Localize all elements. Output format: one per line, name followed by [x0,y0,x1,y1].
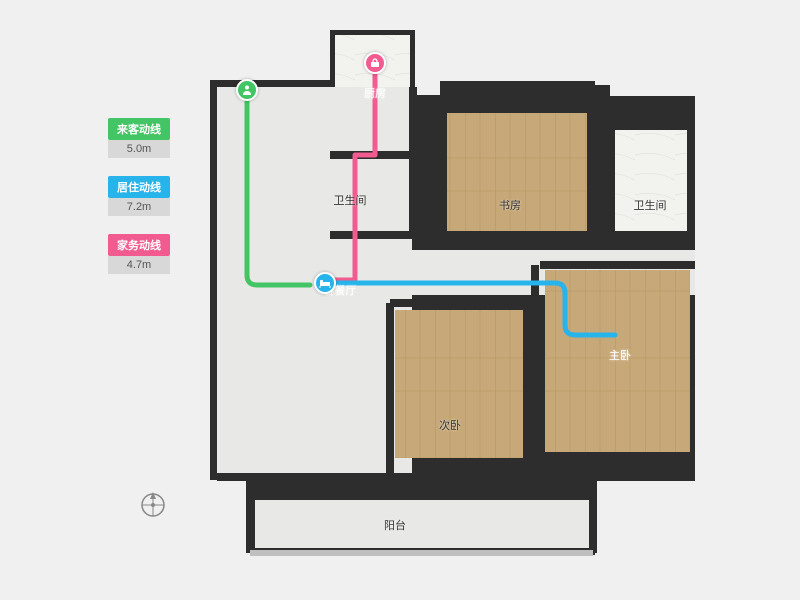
legend-label: 来客动线 [108,118,170,140]
floor-plan: 厨房 卫生间 书房 卫生间 客餐厅 主卧 次卧 阳台 [195,25,750,580]
label-study: 书房 [499,197,521,213]
legend-item-guest: 来客动线 5.0m [108,118,170,158]
legend-value: 7.2m [108,198,170,216]
legend-item-living: 居住动线 7.2m [108,176,170,216]
legend-item-chore: 家务动线 4.7m [108,234,170,274]
room-study [447,113,587,235]
label-kitchen: 厨房 [364,85,386,101]
badge-guest [236,79,258,101]
label-master: 主卧 [609,347,631,363]
room-balcony [255,500,590,548]
legend-label: 居住动线 [108,176,170,198]
badge-living [314,272,336,294]
room-second [395,310,523,458]
legend-value: 4.7m [108,256,170,274]
room-bath2 [615,130,687,232]
compass-icon [138,490,168,520]
legend-value: 5.0m [108,140,170,158]
pot-icon [369,57,381,69]
legend: 来客动线 5.0m 居住动线 7.2m 家务动线 4.7m [108,118,170,292]
label-bath1: 卫生间 [334,192,367,208]
label-second: 次卧 [439,417,461,433]
person-icon [241,84,253,96]
badge-chore [364,52,386,74]
legend-label: 家务动线 [108,234,170,256]
label-balcony: 阳台 [384,517,406,533]
label-bath2: 卫生间 [634,197,667,213]
bed-icon [319,277,331,289]
